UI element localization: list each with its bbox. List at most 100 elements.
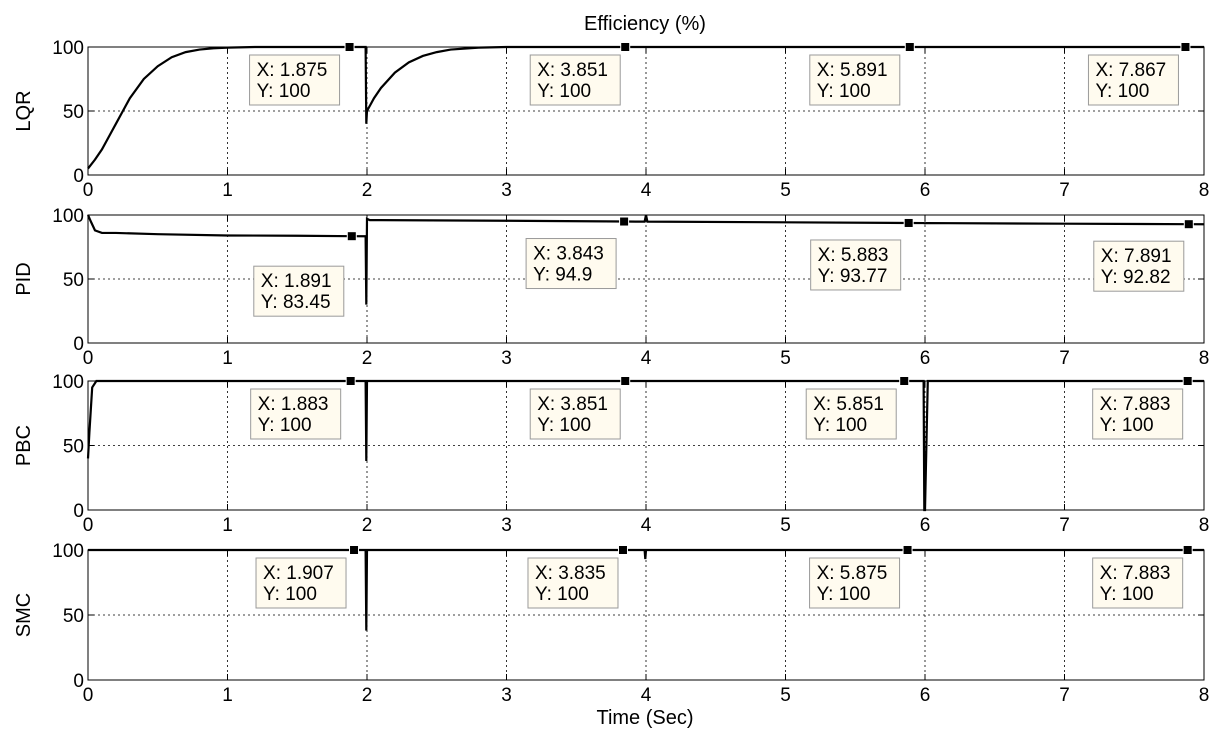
datatip-marker[interactable] — [904, 42, 915, 52]
datatip-y-label: Y: 93.77 — [818, 266, 888, 287]
x-tick-label: 4 — [641, 180, 652, 201]
x-tick-label: 8 — [1199, 180, 1210, 201]
datatip-x-label: X: 3.835 — [535, 563, 606, 584]
y-axis-label-lqr: LQR — [13, 90, 35, 131]
x-tick-label: 5 — [780, 515, 791, 536]
datatip-marker[interactable] — [903, 217, 914, 228]
x-tick-label: 8 — [1199, 348, 1210, 369]
datatip-marker[interactable] — [620, 42, 631, 52]
datatip-box — [529, 388, 621, 440]
datatip-y-label: Y: 100 — [1095, 81, 1149, 102]
datatip-y-label: Y: 100 — [535, 584, 589, 605]
y-tick-label: 100 — [52, 541, 84, 562]
datatip-box — [1092, 388, 1184, 440]
datatip-y-label: Y: 100 — [258, 415, 312, 436]
datatip-box — [809, 54, 901, 106]
x-tick-label: 4 — [641, 348, 652, 369]
datatip-marker[interactable] — [1182, 376, 1193, 386]
x-tick-label: 2 — [362, 685, 373, 706]
datatip-x-label: X: 7.891 — [1101, 246, 1172, 267]
x-tick-label: 8 — [1199, 515, 1210, 536]
x-tick-label: 4 — [641, 515, 652, 536]
datatip-marker[interactable] — [349, 545, 360, 555]
x-axis-label: Time (Sec) — [596, 707, 693, 729]
datatip-box — [527, 557, 619, 609]
x-tick-label: 2 — [362, 515, 373, 536]
y-tick-label: 50 — [63, 270, 84, 291]
y-tick-label: 50 — [63, 437, 84, 458]
x-tick-label: 0 — [83, 515, 94, 536]
datatip-box — [1093, 240, 1185, 292]
datatip-x-label: X: 5.891 — [817, 60, 888, 81]
x-tick-label: 7 — [1059, 348, 1070, 369]
datatip-y-label: Y: 94.9 — [533, 265, 592, 286]
datatip-box — [250, 388, 342, 440]
datatip-marker[interactable] — [899, 376, 910, 386]
x-tick-label: 1 — [222, 515, 233, 536]
datatip-marker[interactable] — [617, 545, 628, 555]
datatip-box — [253, 265, 345, 317]
datatip-marker[interactable] — [620, 376, 631, 386]
x-tick-label: 6 — [920, 348, 931, 369]
x-tick-label: 3 — [501, 515, 512, 536]
datatip-box — [1092, 557, 1184, 609]
x-tick-label: 6 — [920, 515, 931, 536]
x-tick-label: 3 — [501, 685, 512, 706]
x-tick-label: 3 — [501, 348, 512, 369]
y-axis-label-smc: SMC — [13, 593, 35, 637]
datatip-x-label: X: 1.891 — [261, 271, 332, 292]
series-line-pid — [86, 214, 1205, 305]
datatip-x-label: X: 5.851 — [813, 394, 884, 415]
datatip-y-label: Y: 100 — [537, 81, 591, 102]
datatip-x-label: X: 7.883 — [1100, 394, 1171, 415]
datatip-x-label: X: 7.867 — [1095, 60, 1166, 81]
datatip-marker[interactable] — [346, 231, 357, 242]
x-tick-label: 0 — [83, 180, 94, 201]
datatip-x-label: X: 3.851 — [537, 60, 608, 81]
datatip-marker[interactable] — [619, 216, 630, 227]
datatip-y-label: Y: 100 — [257, 81, 311, 102]
x-tick-label: 6 — [920, 180, 931, 201]
datatip-x-label: X: 5.875 — [817, 563, 888, 584]
datatip-y-label: Y: 83.45 — [261, 292, 331, 313]
datatip-marker[interactable] — [902, 545, 913, 555]
y-tick-label: 0 — [73, 671, 84, 692]
datatip-marker[interactable] — [1183, 219, 1194, 230]
y-tick-label: 0 — [73, 334, 84, 355]
x-tick-label: 0 — [83, 348, 94, 369]
datatip-marker[interactable] — [1182, 545, 1193, 555]
datatip-marker[interactable] — [345, 376, 356, 386]
x-tick-label: 8 — [1199, 685, 1210, 706]
datatip-y-label: Y: 100 — [1100, 584, 1154, 605]
datatip-x-label: X: 7.883 — [1100, 563, 1171, 584]
datatip-marker[interactable] — [344, 42, 355, 52]
datatip-x-label: X: 3.843 — [533, 244, 604, 265]
datatip-x-label: X: 1.907 — [263, 563, 334, 584]
x-tick-label: 7 — [1059, 180, 1070, 201]
x-tick-label: 3 — [501, 180, 512, 201]
x-tick-label: 6 — [920, 685, 931, 706]
x-tick-label: 2 — [362, 180, 373, 201]
datatip-y-label: Y: 100 — [817, 584, 871, 605]
datatip-marker[interactable] — [1180, 42, 1191, 52]
